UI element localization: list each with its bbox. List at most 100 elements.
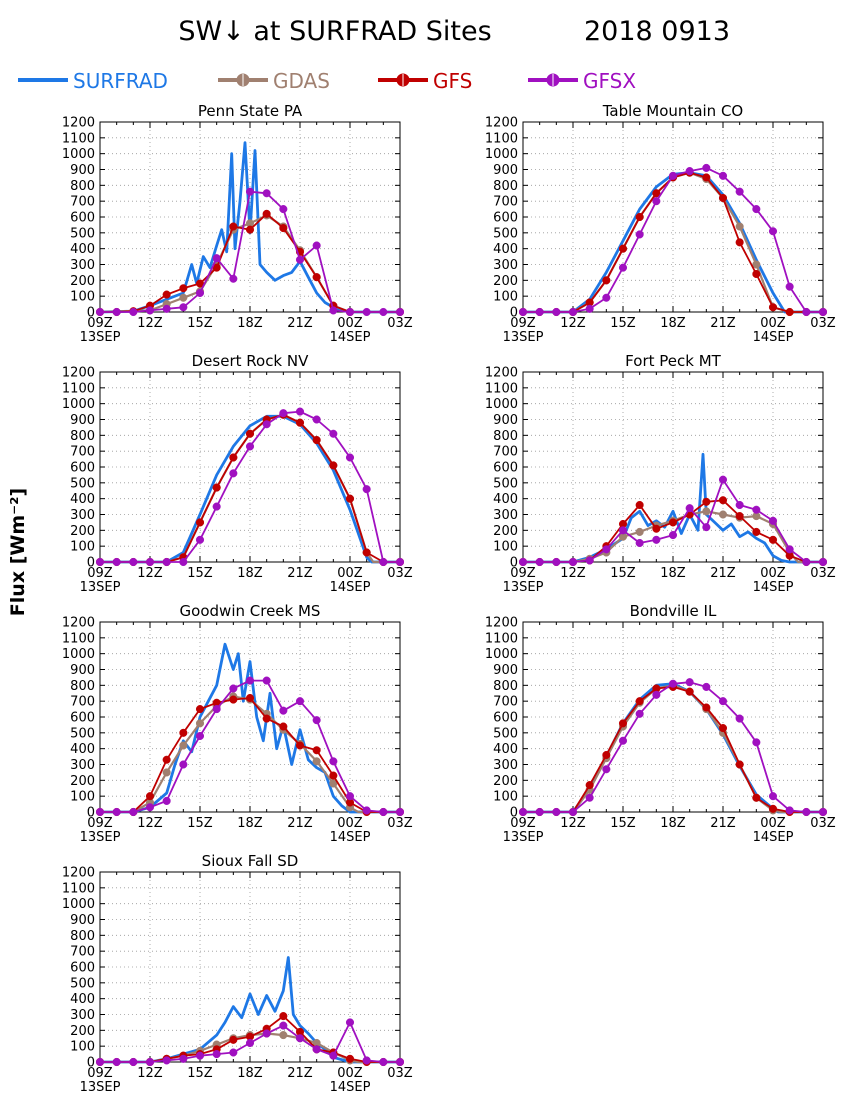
y-tick-label: 900 <box>70 163 95 178</box>
y-tick-label: 400 <box>70 242 95 257</box>
data-point-gdas <box>735 222 744 231</box>
panel-title: Table Mountain CO <box>602 102 744 120</box>
y-tick-label: 900 <box>493 413 518 428</box>
data-point-gfsx <box>702 163 711 172</box>
data-point-gfs <box>635 212 644 222</box>
data-point-gfs <box>752 269 761 279</box>
data-point-gfsx <box>768 792 778 801</box>
data-point-gfsx <box>685 167 694 176</box>
data-point-gfsx <box>535 557 544 567</box>
data-point-gfs <box>329 771 338 780</box>
data-point-gdas <box>162 768 171 777</box>
x-tick-label: 09Z <box>87 566 113 581</box>
data-point-gfs <box>718 724 728 733</box>
data-point-gfs <box>229 1035 238 1044</box>
data-point-gfsx <box>395 307 405 317</box>
y-tick-label: 800 <box>493 179 518 194</box>
legend-label-gfs: GFS <box>433 69 472 93</box>
series-gfsx <box>518 475 828 567</box>
x-tick-label: 15Z <box>187 566 213 581</box>
data-point-gfsx <box>768 227 778 236</box>
data-point-gfsx <box>818 307 828 317</box>
data-point-gfsx <box>145 803 155 812</box>
panel-goodwin-creek-ms: Goodwin Creek MS 010020030040050060070080… <box>62 602 413 845</box>
x-date-label: 13SEP <box>80 830 121 845</box>
data-point-gfsx <box>552 557 561 567</box>
data-point-gdas <box>718 510 728 519</box>
y-tick-label: 700 <box>493 695 518 710</box>
y-tick-label: 100 <box>493 290 518 305</box>
y-tick-label: 1000 <box>485 647 518 662</box>
y-tick-label: 0 <box>510 306 518 321</box>
y-tick-label: 300 <box>70 758 95 773</box>
legend-item-gfsx: GFSX <box>528 69 636 93</box>
data-point-gfsx <box>245 187 255 196</box>
data-point-gfsx <box>395 1057 405 1067</box>
data-point-gfsx <box>568 307 578 317</box>
y-tick-label: 200 <box>493 274 518 289</box>
data-point-gfs <box>768 804 778 813</box>
y-tick-label: 900 <box>70 413 95 428</box>
y-tick-label: 1100 <box>62 131 95 146</box>
data-point-gfsx <box>685 504 694 513</box>
data-point-gfs <box>279 1012 288 1021</box>
panel-title: Goodwin Creek MS <box>180 602 321 620</box>
data-point-gfsx <box>212 705 221 714</box>
data-point-gfsx <box>162 304 171 313</box>
y-tick-label: 800 <box>70 179 95 194</box>
panel-title: Fort Peck MT <box>625 352 721 370</box>
data-point-gfsx <box>395 807 405 817</box>
series-surfrad <box>523 682 823 814</box>
x-tick-label: 21Z <box>287 1066 313 1081</box>
x-tick-label: 18Z <box>237 566 263 581</box>
data-point-gfs <box>752 793 761 802</box>
data-point-gfsx <box>752 738 761 747</box>
data-point-gfs <box>585 781 594 790</box>
y-tick-label: 200 <box>70 774 95 789</box>
data-point-gfs <box>229 695 238 704</box>
data-point-gfsx <box>262 420 271 429</box>
panel-title: Penn State PA <box>198 102 303 120</box>
data-point-gfsx <box>329 1051 338 1060</box>
x-tick-label: 12Z <box>137 816 163 831</box>
y-tick-label: 300 <box>70 508 95 523</box>
data-point-gfsx <box>229 469 238 478</box>
x-date-label: 13SEP <box>503 830 544 845</box>
data-point-gfsx <box>129 807 138 817</box>
y-tick-label: 600 <box>493 211 518 226</box>
data-point-gfs <box>295 418 305 427</box>
y-tick-label: 600 <box>493 711 518 726</box>
x-date-label: 13SEP <box>80 1080 121 1095</box>
legend-label-gdas: GDAS <box>273 69 330 93</box>
legend-label-surfrad: SURFRAD <box>73 69 168 93</box>
data-point-gfsx <box>129 307 138 317</box>
data-point-gfs <box>735 238 744 247</box>
panel-desert-rock-nv: Desert Rock NV 01002003004005006007008009… <box>62 352 413 595</box>
data-point-gfsx <box>179 557 188 567</box>
x-tick-label: 12Z <box>560 316 586 331</box>
x-tick-label: 00Z <box>760 316 786 331</box>
x-tick-label: 18Z <box>237 316 263 331</box>
data-point-gfsx <box>129 557 138 567</box>
y-tick-label: 500 <box>70 726 95 741</box>
data-point-gfsx <box>162 557 171 567</box>
x-tick-label: 21Z <box>287 316 313 331</box>
data-point-gfsx <box>112 307 121 317</box>
x-tick-label: 21Z <box>710 816 736 831</box>
y-tick-label: 700 <box>493 195 518 210</box>
x-tick-label: 09Z <box>510 316 536 331</box>
data-point-gfsx <box>362 307 371 317</box>
data-point-gfs <box>718 193 728 203</box>
data-point-gfs <box>212 483 221 492</box>
data-point-gfsx <box>279 706 288 715</box>
y-tick-label: 300 <box>493 508 518 523</box>
x-date-label: 13SEP <box>80 580 121 595</box>
x-date-label: 13SEP <box>80 330 121 345</box>
x-date-label: 14SEP <box>753 330 794 345</box>
data-point-gfsx <box>95 1057 105 1067</box>
data-point-gfs <box>602 750 611 760</box>
x-tick-label: 12Z <box>560 566 586 581</box>
data-point-gfsx <box>602 545 611 554</box>
data-point-gfsx <box>195 535 205 544</box>
x-tick-label: 15Z <box>610 566 636 581</box>
